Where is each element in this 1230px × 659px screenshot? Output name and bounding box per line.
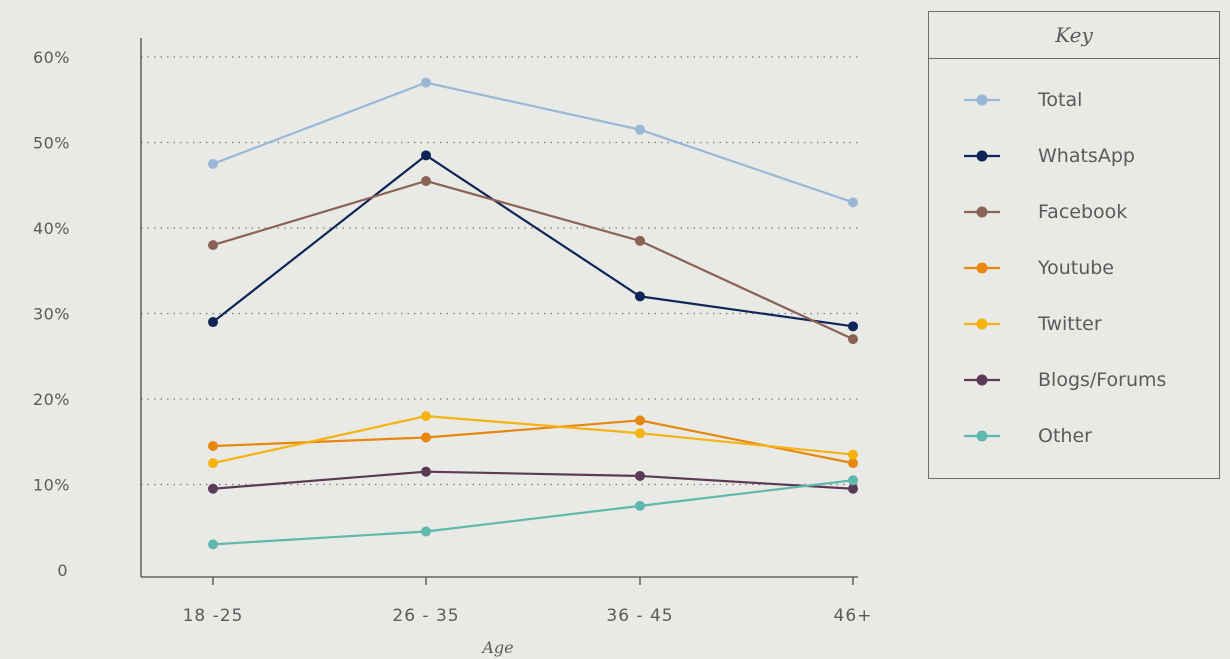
line-chart: 0 10% 20% 30% 40% 50% 60% 18 -25 26 - 35 36 - 45 4… [33,38,873,657]
data-point [208,458,218,469]
y-tick-label: 30% [33,305,70,324]
x-tick-label: 46+ [834,606,873,626]
data-point [635,428,645,439]
series-line [212,415,854,465]
data-point [635,470,645,481]
legend-swatch [964,206,1000,218]
legend-label: Youtube [1038,257,1114,279]
data-point [421,150,431,161]
x-axis-title: Age [480,638,513,657]
legend-swatch [964,430,1000,442]
data-point [635,235,645,246]
series-other [208,475,858,550]
series-whatsapp [208,150,858,332]
legend-box: Key Total WhatsApp Facebook Youtube Twitter B… [928,11,1220,479]
data-point [421,466,431,477]
y-tick-label: 20% [33,390,70,409]
y-tick-label: 40% [33,219,70,238]
axes [140,38,858,578]
data-point [848,334,858,345]
data-point [635,500,645,511]
data-point [635,415,645,426]
data-point [635,124,645,135]
data-point [421,432,431,443]
data-point [848,458,858,469]
x-tick-label: 18 -25 [183,606,244,626]
legend-swatch [964,318,1000,330]
data-point [848,197,858,208]
series-line [212,179,854,341]
legend-item: Blogs/Forums [929,365,1219,395]
legend-item: Other [929,421,1219,451]
series-youtube [208,415,858,469]
data-point [208,441,218,452]
legend-item: Total [929,85,1219,115]
series-line [212,81,854,204]
series-line [212,479,854,546]
data-point [848,483,858,494]
legend-label: WhatsApp [1038,145,1135,167]
y-tick-label: 60% [33,48,70,67]
y-tick-label: 0 [57,561,68,580]
data-point [208,158,218,169]
data-point [208,483,218,494]
x-tick-label: 26 - 35 [392,606,459,626]
legend-label: Blogs/Forums [1038,369,1167,391]
grid-lines [141,56,858,486]
legend-swatch [964,94,1000,106]
legend-title: Key [929,12,1219,59]
legend-item: WhatsApp [929,141,1219,171]
data-point [848,449,858,460]
axis-ticks: 0 10% 20% 30% 40% 50% 60% 18 -25 26 - 35 36 - 45 4… [33,48,873,626]
data-point [421,77,431,88]
y-tick-label: 10% [33,476,70,495]
legend-item: Twitter [929,309,1219,339]
data-point [848,475,858,486]
legend-swatch [964,374,1000,386]
legend-label: Other [1038,425,1092,447]
legend-swatch [964,150,1000,162]
legend-label: Twitter [1038,313,1102,335]
series-total [208,77,858,208]
series-line [212,154,854,328]
data-point [848,321,858,332]
data-point [421,175,431,186]
series-facebook [208,175,858,345]
series-blogs-forums [208,466,858,494]
series-lines [208,77,858,550]
data-point [208,240,218,251]
data-point [421,526,431,537]
y-tick-label: 50% [33,134,70,153]
series-line [212,470,854,490]
legend-swatch [964,262,1000,274]
data-point [635,291,645,302]
legend-item: Youtube [929,253,1219,283]
legend-label: Total [1038,89,1083,111]
data-point [208,539,218,550]
data-point [208,317,218,328]
series-twitter [208,411,858,469]
x-tick-label: 36 - 45 [606,606,673,626]
data-point [421,411,431,422]
legend-item: Facebook [929,197,1219,227]
series-line [212,419,854,465]
legend-label: Facebook [1038,201,1128,223]
